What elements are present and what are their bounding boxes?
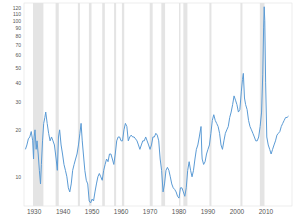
recession-band (89, 3, 92, 206)
y-tick-label: 10 (15, 174, 21, 180)
y-tick-label: 100 (13, 18, 22, 24)
recession-band (114, 3, 116, 206)
x-tick-label: 1980 (172, 208, 187, 215)
y-tick-label: 80 (15, 33, 21, 39)
x-tick-label: 2000 (230, 208, 245, 215)
y-tick-label: 120 (13, 5, 22, 11)
x-tick-label: 1970 (143, 208, 158, 215)
y-tick-label: 30 (15, 99, 21, 105)
x-tick-label: 1930 (27, 208, 42, 215)
y-tick-label: 110 (13, 11, 21, 17)
y-tick-label: 90 (15, 25, 21, 31)
x-tick-label: 1950 (85, 208, 100, 215)
recession-band (122, 3, 124, 206)
x-tick-label: 1960 (114, 208, 129, 215)
recession-band (56, 3, 59, 206)
recession-band (33, 3, 43, 206)
x-tick-label: 1940 (56, 208, 71, 215)
y-tick-label: 70 (15, 42, 21, 48)
y-tick-label: 50 (15, 65, 21, 71)
y-tick-label: 20 (15, 127, 21, 133)
recession-band (179, 3, 180, 206)
y-tick-label: 60 (15, 52, 21, 58)
recession-band (209, 3, 211, 206)
chart: 10 20 30 40 50 60 70 80 90100110120 1930 1940 1950 1… (0, 0, 300, 217)
plot-area (25, 3, 288, 206)
recession-band (78, 3, 80, 206)
x-tick-label: 1990 (201, 208, 216, 215)
recession-band (150, 3, 153, 206)
y-tick-label: 40 (15, 80, 21, 86)
x-tick-label: 2010 (259, 208, 274, 215)
data-line (25, 7, 288, 203)
plot-frame (24, 3, 292, 206)
